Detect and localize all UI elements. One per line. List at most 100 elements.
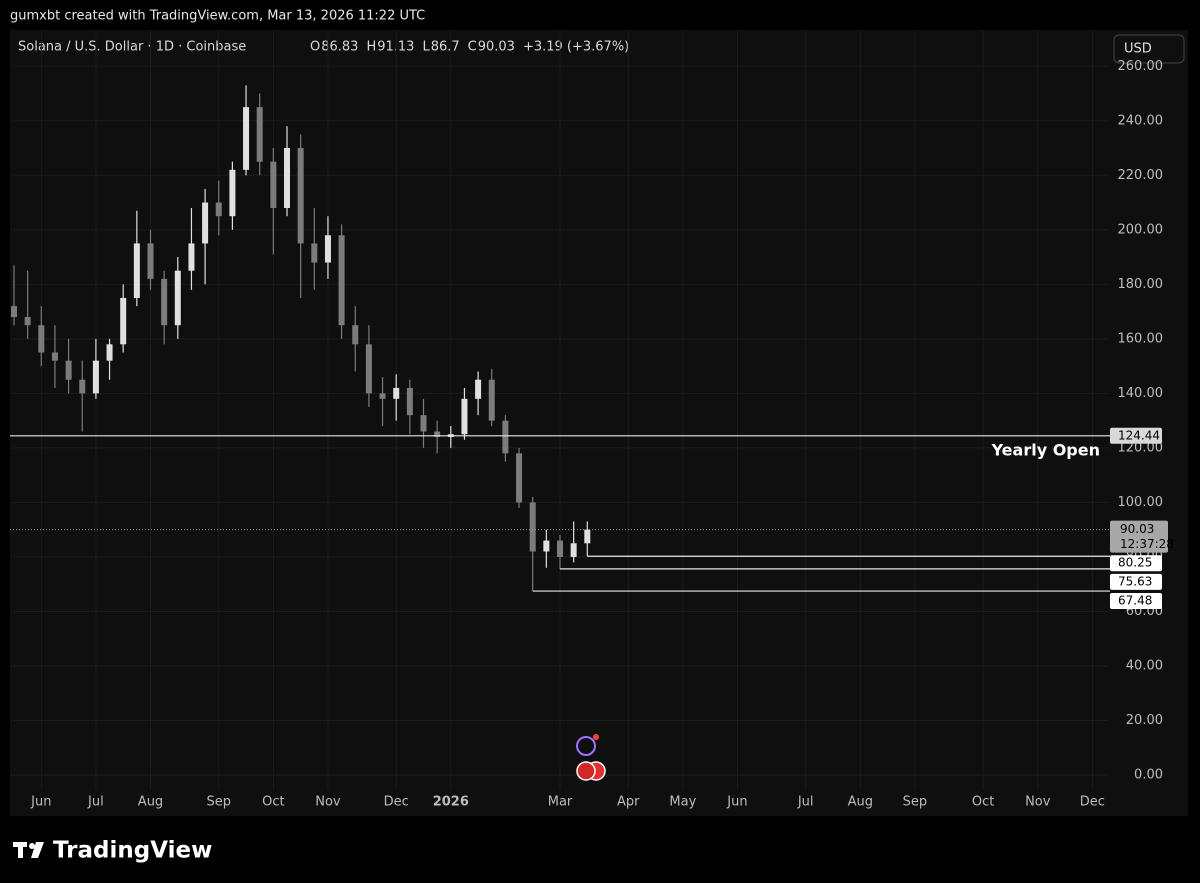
x-tick-label: Jul xyxy=(87,795,104,810)
currency-label[interactable]: USD xyxy=(1124,42,1152,57)
y-tick-label: 200.00 xyxy=(1118,222,1164,237)
candle-body xyxy=(92,360,99,394)
price-label-box xyxy=(1110,593,1162,610)
legend-key: L xyxy=(422,40,430,55)
price-label-box xyxy=(1110,573,1162,590)
y-tick-label: 220.00 xyxy=(1118,168,1164,183)
brand-logo xyxy=(13,842,44,858)
candle-body xyxy=(543,540,550,552)
chart-panel xyxy=(10,30,1188,816)
candle-body xyxy=(106,344,113,361)
candle-body xyxy=(147,243,154,279)
last-price-box xyxy=(1110,520,1168,553)
y-tick-label: 40.00 xyxy=(1126,658,1163,673)
candle-body xyxy=(420,415,427,432)
legend-change: +3.19 (+3.67%) xyxy=(523,40,629,55)
candle-body xyxy=(324,235,331,263)
candle-body xyxy=(243,107,250,170)
candle-body xyxy=(516,453,523,503)
y-tick-label: 240.00 xyxy=(1118,113,1164,128)
candle-body xyxy=(379,393,386,399)
candle-body xyxy=(475,379,482,399)
candle-body xyxy=(529,502,536,552)
x-tick-label: Jul xyxy=(797,795,814,810)
legend-value: 90.03 xyxy=(478,40,515,55)
candle-body xyxy=(79,379,86,394)
candle-body xyxy=(393,387,400,399)
price-label: 80.25 xyxy=(1118,556,1152,570)
candle-body xyxy=(24,317,31,326)
x-tick-label: Aug xyxy=(138,795,163,810)
candle-body xyxy=(365,344,372,394)
event-icon[interactable] xyxy=(576,761,596,781)
logo-mark xyxy=(18,842,23,858)
x-tick-label: Oct xyxy=(972,795,994,810)
candle-body xyxy=(65,360,72,380)
legend-value: 86.7 xyxy=(431,40,460,55)
event-icon[interactable] xyxy=(576,736,596,756)
x-tick-label: Apr xyxy=(617,795,640,810)
candle-body xyxy=(270,161,277,209)
legend-key: O xyxy=(310,40,320,55)
level-annotation: Yearly Open xyxy=(991,440,1100,459)
candle-body xyxy=(229,169,236,217)
candle-body xyxy=(120,297,127,345)
ohlc-legend: O 86.83 H 91.13 L 86.7 C 90.03 +3.19 (+3.67%) xyxy=(310,40,629,55)
x-tick-label: Jun xyxy=(30,795,51,810)
legend-key: H xyxy=(366,40,376,55)
candle-body xyxy=(584,529,591,544)
event-badge xyxy=(593,734,599,740)
candle-body xyxy=(461,398,468,435)
candle-body xyxy=(51,352,58,361)
x-tick-label: Sep xyxy=(206,795,231,810)
price-label: 124.44 xyxy=(1118,428,1160,442)
x-tick-label: Nov xyxy=(315,795,341,810)
price-label-box xyxy=(1110,555,1162,572)
candle-body xyxy=(502,420,509,454)
legend-key: C xyxy=(468,40,477,55)
candle-body xyxy=(297,148,304,244)
brand-name: TradingView xyxy=(53,838,212,864)
x-tick-label: Dec xyxy=(1080,795,1105,810)
x-tick-label: Sep xyxy=(903,795,928,810)
x-tick-label: Jun xyxy=(726,795,747,810)
y-tick-label: 0.00 xyxy=(1134,768,1163,783)
y-tick-label: 140.00 xyxy=(1118,386,1164,401)
y-tick-label: 20.00 xyxy=(1126,713,1163,728)
candle-body xyxy=(434,431,441,437)
plot: 0.0020.0040.0060.0080.00100.00120.00140.… xyxy=(10,30,1174,810)
x-tick-label: Aug xyxy=(848,795,873,810)
candle-body xyxy=(284,148,290,209)
candle-body xyxy=(11,306,17,318)
y-tick-label: 260.00 xyxy=(1118,59,1164,74)
legend-value: 86.83 xyxy=(321,40,358,55)
attribution: gumxbt created with TradingView.com, Mar… xyxy=(10,9,425,24)
candle-body xyxy=(406,387,413,416)
candle-body xyxy=(215,202,222,217)
symbol-title: Solana / U.S. Dollar · 1D · Coinbase xyxy=(18,40,246,55)
price-label: 67.48 xyxy=(1118,594,1152,608)
logo-mark xyxy=(29,843,35,849)
candle-body xyxy=(202,202,209,244)
last-price-label: 90.03 xyxy=(1120,522,1154,536)
candle-body xyxy=(161,278,168,326)
price-label-box xyxy=(1110,427,1162,444)
logo-mark xyxy=(31,842,44,858)
currency-button[interactable] xyxy=(1113,34,1185,64)
candle-body xyxy=(38,325,45,353)
candle-body xyxy=(352,325,359,345)
candle-body xyxy=(188,243,195,271)
y-tick-label: 180.00 xyxy=(1118,277,1164,292)
candle-body xyxy=(338,235,345,326)
y-tick-label: 160.00 xyxy=(1118,331,1164,346)
y-tick-label: 120.00 xyxy=(1118,440,1164,455)
x-tick-label: May xyxy=(669,795,696,810)
candle-body xyxy=(488,379,495,421)
x-tick-label: Dec xyxy=(384,795,409,810)
x-tick-label: Mar xyxy=(548,795,573,810)
candle-body xyxy=(256,107,263,162)
candle-body xyxy=(557,540,563,557)
y-tick-label: 100.00 xyxy=(1118,495,1164,510)
